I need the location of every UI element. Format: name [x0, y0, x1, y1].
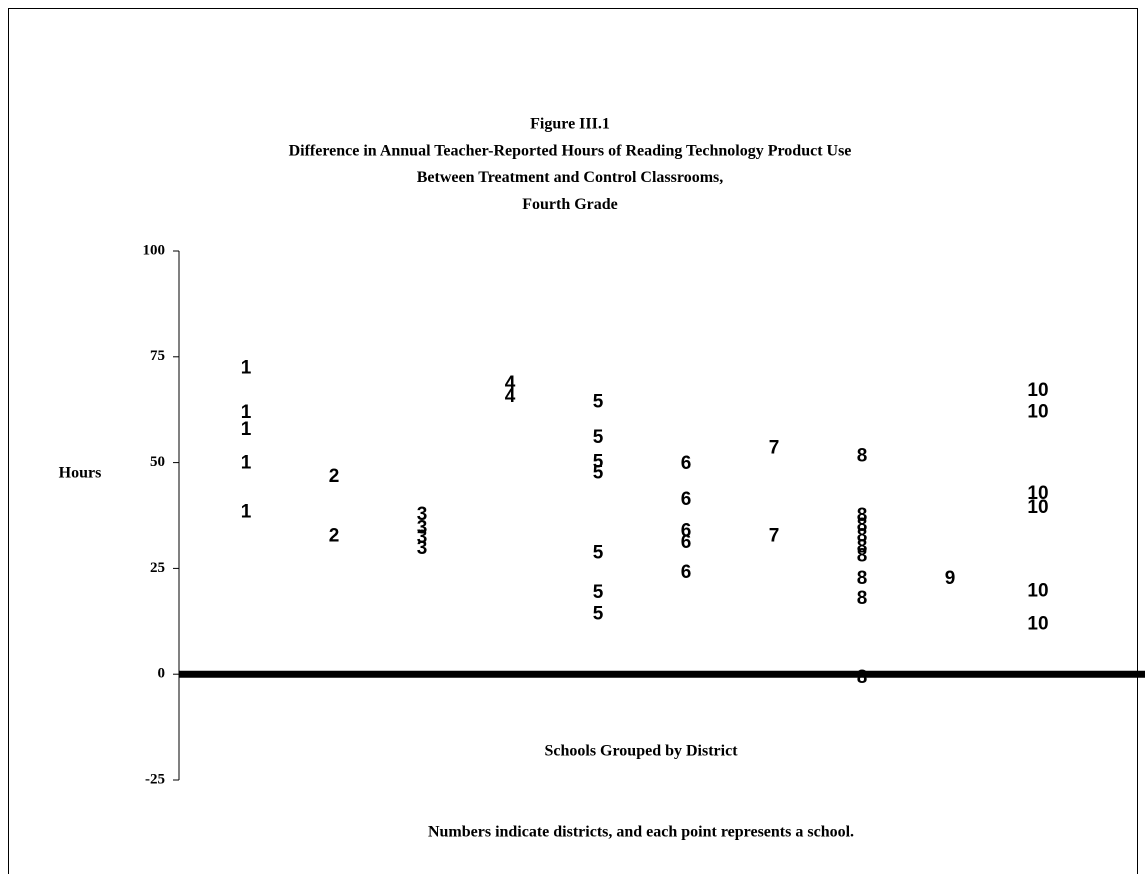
point-label: 7: [769, 437, 780, 458]
y-tick-label: 0: [158, 666, 166, 682]
point-label: 5: [593, 427, 604, 448]
point-label: 5: [593, 462, 604, 483]
point-label: 8: [857, 505, 868, 526]
point-label: 4: [505, 373, 516, 394]
point-label: 5: [593, 451, 604, 472]
point-label: 6: [681, 520, 692, 541]
chart-title: Between Treatment and Control Classrooms…: [417, 169, 724, 186]
note: Numbers indicate districts, and each poi…: [428, 824, 854, 841]
point-label: 8: [857, 525, 868, 546]
point-label: 1: [241, 501, 252, 522]
point-label: 3: [417, 527, 428, 548]
chart-title: Difference in Annual Teacher-Reported Ho…: [289, 142, 852, 159]
point-label: 3: [417, 538, 428, 559]
point-label: 10: [1027, 580, 1048, 601]
y-axis-label: Hours: [59, 465, 102, 482]
point-label: 2: [329, 525, 340, 546]
point-label: 8: [857, 536, 868, 557]
point-label: 10: [1027, 380, 1048, 401]
x-axis-label: Schools Grouped by District: [544, 743, 738, 760]
point-label: 10: [1027, 613, 1048, 634]
point-label: 1: [241, 402, 252, 423]
point-label: 6: [681, 532, 692, 553]
point-label: 10: [1027, 497, 1048, 518]
point-label: 8: [857, 545, 868, 566]
frame: [8, 8, 1138, 874]
point-label: 8: [857, 515, 868, 536]
point-label: 6: [681, 489, 692, 510]
y-tick-label: 25: [150, 560, 165, 576]
point-label: 5: [593, 542, 604, 563]
y-tick-label: 100: [143, 242, 166, 258]
point-label: 6: [681, 453, 692, 474]
chart-title: Fourth Grade: [522, 196, 618, 213]
point-label: 10: [1027, 483, 1048, 504]
point-label: 5: [593, 582, 604, 603]
point-label: 4: [505, 386, 516, 407]
point-label: 7: [769, 525, 780, 546]
point-label: 9: [945, 568, 956, 589]
point-label: 1: [241, 453, 252, 474]
point-label: 5: [593, 603, 604, 624]
point-label: 3: [417, 517, 428, 538]
point-label: 8: [857, 667, 868, 688]
chart-title: Figure III.1: [530, 116, 610, 133]
y-tick-label: 75: [150, 348, 165, 364]
y-tick-label: -25: [145, 771, 165, 787]
point-label: 10: [1027, 401, 1048, 422]
y-tick-label: 50: [150, 454, 165, 470]
point-label: 1: [241, 419, 252, 440]
point-label: 1: [241, 357, 252, 378]
point-label: 5: [593, 391, 604, 412]
point-label: 3: [417, 504, 428, 525]
point-label: 8: [857, 445, 868, 466]
point-label: 8: [857, 568, 868, 589]
point-label: 6: [681, 562, 692, 583]
point-label: 8: [857, 588, 868, 609]
point-label: 2: [329, 466, 340, 487]
